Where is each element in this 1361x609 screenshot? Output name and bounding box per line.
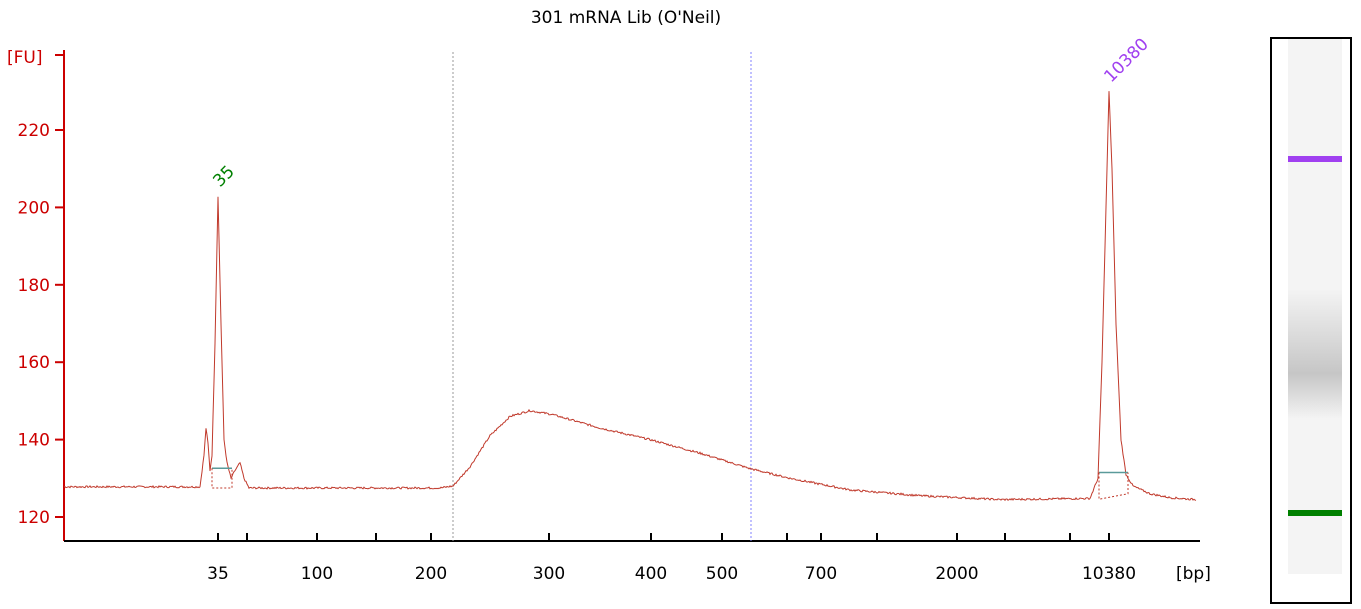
y-tick-label: 140 <box>18 431 50 451</box>
x-tick-label: 400 <box>635 564 667 584</box>
trace-group <box>63 91 1197 502</box>
y-tick-label: 180 <box>18 276 50 296</box>
peak-area-10380 <box>1098 472 1129 500</box>
y-tick-label: 160 <box>18 353 50 373</box>
y-tick-label: 200 <box>18 198 50 218</box>
x-tick-label: 700 <box>805 564 837 584</box>
peak-label: 35 <box>209 162 238 191</box>
peak-label: 10380 <box>1100 34 1152 86</box>
x-tick-label: 500 <box>706 564 738 584</box>
gel-lower-marker-band <box>1288 510 1342 516</box>
x-tick-label: 10380 <box>1082 564 1136 584</box>
y-tick-label: 120 <box>18 508 50 528</box>
peak-area-35 <box>211 468 233 489</box>
x-tick-label: 35 <box>207 564 229 584</box>
x-tick-label: 100 <box>301 564 333 584</box>
electropherogram-chart: 301 mRNA Lib (O'Neil) 120 140 160 180 200 220… <box>7 8 1211 584</box>
x-tick-label: 200 <box>415 564 447 584</box>
chart-title: 301 mRNA Lib (O'Neil) <box>531 8 721 28</box>
y-ticks: 120 140 160 180 200 220 <box>18 121 64 528</box>
peak-labels: 35 10380 <box>209 34 1152 191</box>
x-tick-label: 2000 <box>935 564 978 584</box>
trace-line <box>63 91 1197 502</box>
gel-upper-marker-band <box>1288 156 1342 162</box>
region-markers <box>452 52 752 541</box>
gel-image <box>1270 37 1352 604</box>
y-tick-label: 220 <box>18 121 50 141</box>
x-tick-label: 300 <box>533 564 565 584</box>
x-ticks: 35 100 200 300 400 500 700 2000 10380 <box>207 533 1136 584</box>
axes <box>55 50 1200 542</box>
y-axis-label: [FU] <box>7 48 43 68</box>
gel-smear <box>1288 289 1342 419</box>
x-axis-label: [bp] <box>1176 564 1211 584</box>
